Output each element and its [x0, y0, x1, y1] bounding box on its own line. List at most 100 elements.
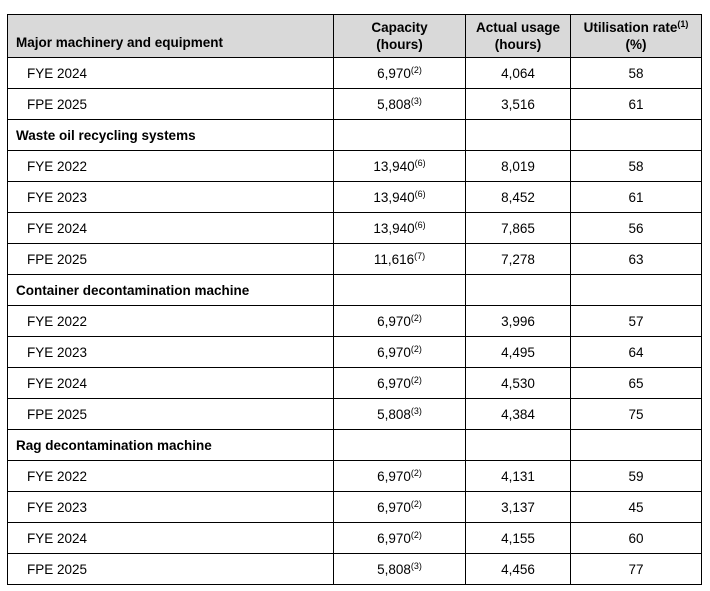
- utilisation-rate-value: 60: [628, 530, 644, 546]
- utilisation-rate-cell: 77: [570, 553, 702, 585]
- actual-usage-cell: 7,278: [465, 243, 571, 275]
- actual-usage-value: 3,996: [501, 313, 535, 329]
- period-label: FYE 2024: [27, 375, 88, 391]
- table-row: FYE 2023 6,970(2) 3,137 45: [7, 491, 702, 523]
- utilisation-rate-cell: 60: [570, 522, 702, 554]
- capacity-value: 13,940: [373, 220, 415, 236]
- capacity-cell: [333, 429, 466, 461]
- section-header-row: Rag decontamination machine: [7, 429, 702, 461]
- period-label: FYE 2024: [27, 65, 88, 81]
- capacity-cell: 6,970(2): [333, 336, 466, 368]
- utilisation-rate-cell: 56: [570, 212, 702, 244]
- period-label: FYE 2023: [27, 344, 88, 360]
- actual-usage-cell: [465, 274, 571, 306]
- footnote-marker: (1): [677, 19, 689, 29]
- machinery-cell: FPE 2025: [7, 243, 334, 275]
- actual-usage-cell: 4,064: [465, 57, 571, 89]
- table-row: FYE 2022 6,970(2) 4,131 59: [7, 460, 702, 492]
- capacity-value: 6,970: [377, 375, 411, 391]
- period-label: FPE 2025: [27, 96, 88, 112]
- actual-usage-cell: 3,516: [465, 88, 571, 120]
- utilisation-rate-cell: 58: [570, 150, 702, 182]
- actual-usage-cell: 4,530: [465, 367, 571, 399]
- capacity-value: 5,808: [377, 406, 411, 422]
- actual-usage-value: 7,278: [501, 251, 535, 267]
- period-label: FYE 2022: [27, 313, 88, 329]
- utilisation-rate-value: 63: [628, 251, 644, 267]
- footnote-marker: (7): [414, 250, 426, 261]
- utilisation-rate-value: 58: [628, 158, 644, 174]
- footnote-marker: (2): [410, 529, 422, 540]
- machinery-cell: FYE 2024: [7, 367, 334, 399]
- capacity-cell: 5,808(3): [333, 88, 466, 120]
- machinery-cell: Rag decontamination machine: [7, 429, 334, 461]
- actual-usage-cell: [465, 429, 571, 461]
- utilisation-rate-value: 65: [628, 375, 644, 391]
- period-label: FPE 2025: [27, 561, 88, 577]
- table-row: FYE 2022 6,970(2) 3,996 57: [7, 305, 702, 337]
- footnote-marker: (2): [410, 64, 422, 75]
- period-label: FYE 2024: [27, 220, 88, 236]
- footnote-marker: (2): [410, 467, 422, 478]
- actual-usage-cell: 4,384: [465, 398, 571, 430]
- actual-usage-cell: 3,996: [465, 305, 571, 337]
- utilisation-rate-value: 45: [628, 499, 644, 515]
- column-header-major-machinery: Major machinery and equipment: [7, 14, 334, 58]
- machinery-cell: Waste oil recycling systems: [7, 119, 334, 151]
- utilisation-rate-cell: 65: [570, 367, 702, 399]
- machinery-cell: Container decontamination machine: [7, 274, 334, 306]
- utilisation-rate-value: 61: [628, 189, 644, 205]
- utilisation-rate-cell: 59: [570, 460, 702, 492]
- table-header-row: Major machinery and equipment Capacity (…: [7, 14, 702, 58]
- utilisation-rate-cell: 45: [570, 491, 702, 523]
- period-label: FYE 2023: [27, 189, 88, 205]
- section-header-row: Waste oil recycling systems: [7, 119, 702, 151]
- actual-usage-cell: [465, 119, 571, 151]
- capacity-cell: 5,808(3): [333, 398, 466, 430]
- table-row: FPE 2025 5,808(3) 4,384 75: [7, 398, 702, 430]
- capacity-cell: 6,970(2): [333, 460, 466, 492]
- utilisation-rate-cell: 63: [570, 243, 702, 275]
- machinery-cell: FYE 2024: [7, 522, 334, 554]
- machinery-cell: FYE 2024: [7, 57, 334, 89]
- actual-usage-value: 3,137: [501, 499, 535, 515]
- capacity-cell: 6,970(2): [333, 522, 466, 554]
- capacity-cell: 5,808(3): [333, 553, 466, 585]
- section-label: Container decontamination machine: [16, 282, 250, 298]
- utilisation-rate-cell: [570, 429, 702, 461]
- footnote-marker: (2): [410, 343, 422, 354]
- utilisation-rate-cell: 61: [570, 181, 702, 213]
- machinery-cell: FYE 2023: [7, 336, 334, 368]
- column-header-label: Capacity: [371, 20, 428, 35]
- table-row: FPE 2025 11,616(7) 7,278 63: [7, 243, 702, 275]
- table-row: FYE 2024 6,970(2) 4,530 65: [7, 367, 702, 399]
- actual-usage-value: 7,865: [501, 220, 535, 236]
- footnote-marker: (3): [410, 95, 422, 106]
- column-header-unit: (%): [625, 37, 647, 52]
- footnote-marker: (3): [410, 560, 422, 571]
- table-row: FYE 2024 6,970(2) 4,064 58: [7, 57, 702, 89]
- table-row: FPE 2025 5,808(3) 3,516 61: [7, 88, 702, 120]
- capacity-cell: 13,940(6): [333, 150, 466, 182]
- machinery-cell: FPE 2025: [7, 553, 334, 585]
- actual-usage-cell: 4,495: [465, 336, 571, 368]
- utilisation-rate-cell: 57: [570, 305, 702, 337]
- actual-usage-cell: 8,019: [465, 150, 571, 182]
- utilisation-rate-cell: 58: [570, 57, 702, 89]
- utilisation-rate-value: 75: [628, 406, 644, 422]
- period-label: FPE 2025: [27, 406, 88, 422]
- table-row: FPE 2025 5,808(3) 4,456 77: [7, 553, 702, 585]
- period-label: FYE 2022: [27, 468, 88, 484]
- utilisation-table-container: Major machinery and equipment Capacity (…: [7, 14, 702, 585]
- machinery-utilisation-table: Major machinery and equipment Capacity (…: [7, 14, 702, 585]
- machinery-cell: FYE 2022: [7, 150, 334, 182]
- capacity-value: 6,970: [377, 65, 411, 81]
- column-header-label: Utilisation rate: [583, 20, 678, 35]
- capacity-cell: [333, 119, 466, 151]
- table-row: FYE 2023 6,970(2) 4,495 64: [7, 336, 702, 368]
- utilisation-rate-value: 61: [628, 96, 644, 112]
- column-header-label: Major machinery and equipment: [16, 35, 224, 50]
- capacity-value: 6,970: [377, 313, 411, 329]
- actual-usage-cell: 8,452: [465, 181, 571, 213]
- table-row: FYE 2023 13,940(6) 8,452 61: [7, 181, 702, 213]
